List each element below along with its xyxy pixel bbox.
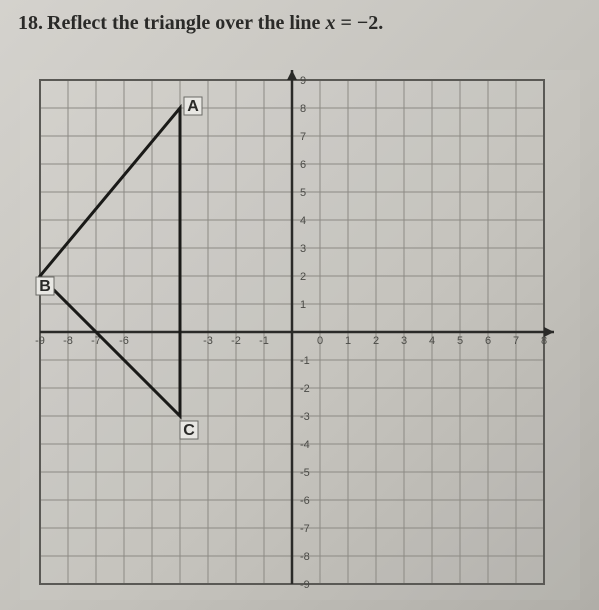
y-tick-label: 4: [300, 215, 306, 227]
question-prompt: Reflect the triangle over the line: [47, 12, 325, 34]
y-tick-label: -7: [300, 523, 310, 535]
coordinate-graph: -9 -8 -7 -6 -3 -2 -1 0 1 2 3 4 5 6 7 8 1 2 3 4 5 6 7 8 9 -1 -2 -3 -4…: [20, 70, 580, 600]
y-tick-label: -4: [300, 439, 310, 451]
y-tick-label: -1: [300, 355, 310, 367]
grid-svg: -9 -8 -7 -6 -3 -2 -1 0 1 2 3 4 5 6 7 8 1 2 3 4 5 6 7 8 9 -1 -2 -3 -4…: [20, 70, 580, 600]
y-tick-label: 2: [300, 271, 306, 283]
vertex-label-c: C: [183, 422, 195, 439]
x-tick-label: 7: [513, 335, 519, 347]
equation-value: −2.: [357, 12, 383, 34]
y-tick-label: 6: [300, 159, 306, 171]
y-tick-label: 3: [300, 243, 306, 255]
y-tick-label: -2: [300, 383, 310, 395]
y-tick-label: -9: [300, 579, 310, 591]
x-tick-label: -8: [63, 335, 73, 347]
y-tick-label: -6: [300, 495, 310, 507]
equation-variable: x: [325, 12, 335, 34]
x-tick-label: 1: [345, 335, 351, 347]
equation-equals: =: [335, 12, 356, 34]
question-number: 18.: [18, 12, 43, 34]
x-tick-label: 3: [401, 335, 407, 347]
y-tick-label: -5: [300, 467, 310, 479]
x-tick-label: -1: [259, 335, 269, 347]
y-tick-label: -8: [300, 551, 310, 563]
x-tick-label: -9: [35, 335, 45, 347]
x-tick-label: 0: [317, 335, 323, 347]
x-tick-label: -2: [231, 335, 241, 347]
y-tick-label: 7: [300, 131, 306, 143]
x-tick-label: 5: [457, 335, 463, 347]
triangle-abc: [40, 108, 180, 416]
x-tick-label: -3: [203, 335, 213, 347]
y-tick-label: 8: [300, 103, 306, 115]
x-tick-label: 6: [485, 335, 491, 347]
x-tick-label: 2: [373, 335, 379, 347]
question-text: 18. Reflect the triangle over the line x…: [18, 12, 383, 35]
y-tick-label: 1: [300, 299, 306, 311]
vertex-label-a: A: [187, 98, 199, 115]
y-tick-label: 5: [300, 187, 306, 199]
page-background: { "question": { "number": "18.", "prompt…: [0, 0, 599, 610]
x-tick-label: 8: [541, 335, 547, 347]
y-tick-label: 9: [300, 75, 306, 87]
x-tick-label: -6: [119, 335, 129, 347]
y-tick-label: -3: [300, 411, 310, 423]
vertex-label-b: B: [39, 278, 51, 295]
x-tick-label: 4: [429, 335, 435, 347]
y-axis-arrow: [287, 70, 297, 80]
